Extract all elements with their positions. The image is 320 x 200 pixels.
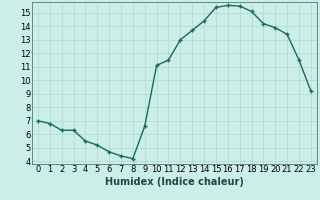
X-axis label: Humidex (Indice chaleur): Humidex (Indice chaleur) xyxy=(105,177,244,187)
